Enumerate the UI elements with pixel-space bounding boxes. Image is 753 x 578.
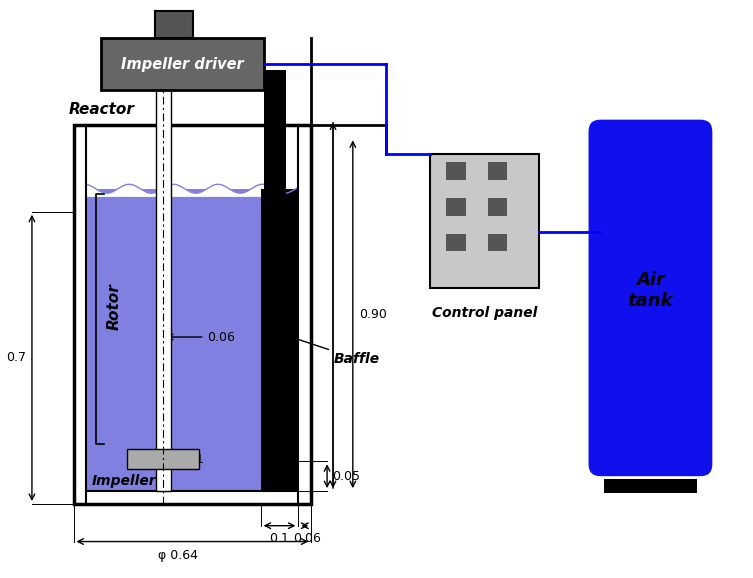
Bar — [446, 234, 465, 251]
Bar — [87, 138, 298, 491]
Bar — [487, 162, 508, 180]
Bar — [127, 450, 199, 469]
Bar — [604, 479, 697, 493]
Text: Control panel: Control panel — [432, 306, 537, 320]
Bar — [487, 198, 508, 216]
Bar — [101, 38, 264, 90]
Text: 0.90: 0.90 — [358, 307, 386, 321]
Bar — [155, 11, 193, 38]
Text: Baffle: Baffle — [284, 334, 380, 366]
Text: 0.1: 0.1 — [270, 532, 289, 544]
Text: 0.7: 0.7 — [6, 351, 26, 364]
Bar — [261, 138, 298, 189]
Text: φ 0.64: φ 0.64 — [157, 550, 197, 562]
Text: Impeller: Impeller — [91, 474, 156, 488]
Text: Air
tank: Air tank — [627, 272, 673, 310]
Text: 0.06: 0.06 — [293, 532, 321, 544]
Bar — [261, 189, 298, 491]
Bar — [156, 70, 170, 491]
Bar — [446, 162, 465, 180]
Text: 0.05: 0.05 — [332, 470, 360, 483]
FancyBboxPatch shape — [589, 120, 712, 476]
Text: Rotor: Rotor — [107, 283, 122, 330]
Bar — [264, 70, 286, 491]
Bar — [487, 234, 508, 251]
Bar — [446, 198, 465, 216]
Text: Reactor: Reactor — [69, 102, 135, 117]
Bar — [74, 125, 311, 504]
Bar — [430, 154, 539, 288]
Text: 0.06: 0.06 — [206, 331, 234, 343]
Bar — [87, 189, 298, 491]
Text: Impeller driver: Impeller driver — [121, 57, 244, 72]
Text: 0.11: 0.11 — [176, 453, 204, 466]
